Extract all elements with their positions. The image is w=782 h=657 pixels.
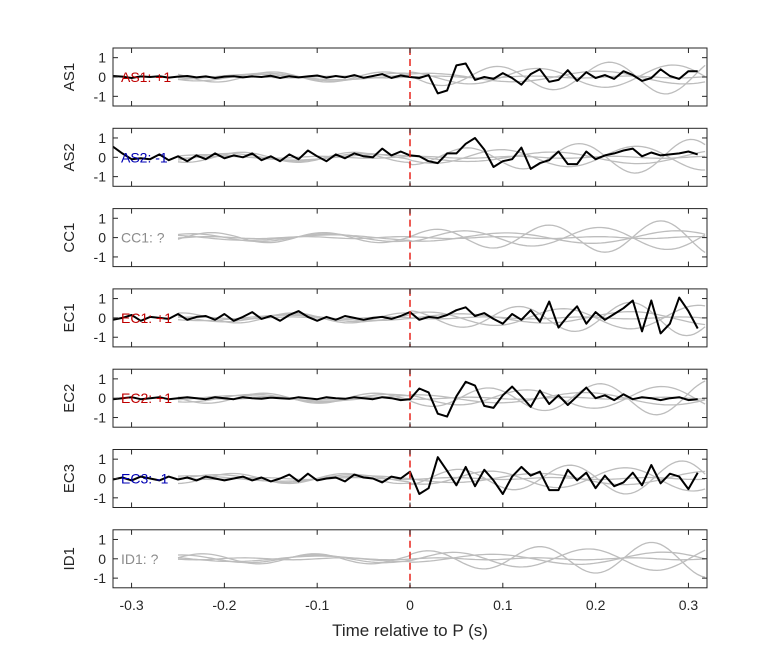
y-tick-label: 1: [98, 130, 106, 146]
background-trace: [177, 70, 706, 85]
background-trace: [177, 391, 706, 406]
waveform-trace: [113, 296, 699, 335]
y-axis-label: EC3: [61, 464, 78, 493]
station-polarity-label: CC1: ?: [121, 230, 165, 246]
panel-as2: 1 0 -1 AS2 AS2: -1: [61, 127, 708, 187]
y-tick-label: 1: [98, 531, 106, 547]
station-polarity-label: EC3: -1: [121, 471, 169, 487]
background-traces: [177, 541, 706, 578]
y-tick-label: 0: [98, 310, 106, 326]
background-traces: [177, 460, 706, 495]
y-tick-label: 1: [98, 291, 106, 307]
y-axis-label: CC1: [61, 223, 78, 253]
station-polarity-label: EC1: +1: [121, 310, 172, 326]
panels-group: 1 0 -1 AS1 AS1: +1 1 0 -1 AS2 AS2: -1 1 0 -1 CC1 CC1: …: [61, 47, 708, 589]
y-tick-label: 0: [98, 390, 106, 406]
background-traces: [177, 61, 706, 95]
background-trace: [177, 476, 706, 481]
y-tick-label: 0: [98, 230, 106, 246]
panel-ec2: 1 0 -1 EC2 EC2: +1: [61, 368, 708, 428]
x-axis-label: Time relative to P (s): [332, 621, 488, 640]
background-trace: [177, 230, 706, 244]
x-tick-label: 0.1: [493, 597, 513, 613]
background-trace: [177, 235, 706, 240]
waveform-trace: [113, 137, 698, 170]
station-polarity-label: AS1: +1: [121, 69, 171, 85]
x-tick-label: 0.2: [586, 597, 606, 613]
y-tick-label: -1: [94, 169, 107, 185]
background-trace: [177, 138, 706, 174]
background-trace: [177, 220, 706, 254]
panel-id1: 1 0 -1 ID1 ID1: ?: [61, 529, 708, 589]
y-axis-label: AS2: [61, 143, 78, 171]
x-tick-label: 0.3: [679, 597, 699, 613]
panel-cc1: 1 0 -1 CC1 CC1: ?: [61, 208, 708, 268]
x-tick-labels: -0.3 -0.2 -0.1 0 0.1 0.2 0.3: [120, 597, 699, 613]
y-tick-label: 1: [98, 451, 106, 467]
y-axis-label: EC2: [61, 384, 78, 413]
waveform-trace: [113, 456, 699, 495]
y-tick-label: 1: [98, 50, 106, 66]
y-axis-label: ID1: [61, 547, 78, 570]
station-polarity-label: ID1: ?: [121, 551, 159, 567]
y-tick-label: 1: [98, 210, 106, 226]
y-tick-label: -1: [94, 249, 107, 265]
y-tick-label: -1: [94, 88, 107, 104]
y-tick-label: -1: [94, 410, 107, 426]
background-traces: [177, 220, 706, 254]
background-trace: [177, 304, 706, 330]
y-tick-label: 1: [98, 371, 106, 387]
background-trace: [177, 467, 706, 492]
x-tick-label: 0: [406, 597, 414, 613]
panel-ec3: 1 0 -1 EC3 EC3: -1: [61, 449, 708, 508]
y-axis-label: EC1: [61, 303, 78, 332]
panel-as1: 1 0 -1 AS1 AS1: +1: [61, 47, 708, 107]
y-tick-label: -1: [94, 490, 107, 506]
background-trace: [177, 380, 706, 416]
background-trace: [177, 385, 706, 409]
x-tick-label: -0.2: [212, 597, 236, 613]
y-axis-label: AS1: [61, 63, 78, 91]
background-trace: [177, 226, 706, 251]
station-polarity-label: EC2: +1: [121, 390, 172, 406]
x-tick-label: -0.3: [120, 597, 144, 613]
background-trace: [177, 557, 706, 561]
background-trace: [177, 541, 706, 578]
waveform-trace: [113, 62, 698, 95]
y-tick-label: 0: [98, 471, 106, 487]
background-trace: [177, 64, 706, 88]
y-tick-label: 0: [98, 69, 106, 85]
background-trace: [177, 61, 706, 95]
y-tick-label: -1: [94, 329, 107, 345]
panel-ec1: 1 0 -1 EC1 EC1: +1: [61, 288, 708, 348]
station-polarity-label: AS2: -1: [121, 149, 168, 165]
y-tick-label: 0: [98, 551, 106, 567]
y-tick-label: 0: [98, 149, 106, 165]
waveform-trace: [113, 380, 698, 418]
y-tick-label: -1: [94, 570, 107, 586]
x-tick-label: -0.1: [305, 597, 329, 613]
background-trace: [177, 551, 706, 566]
